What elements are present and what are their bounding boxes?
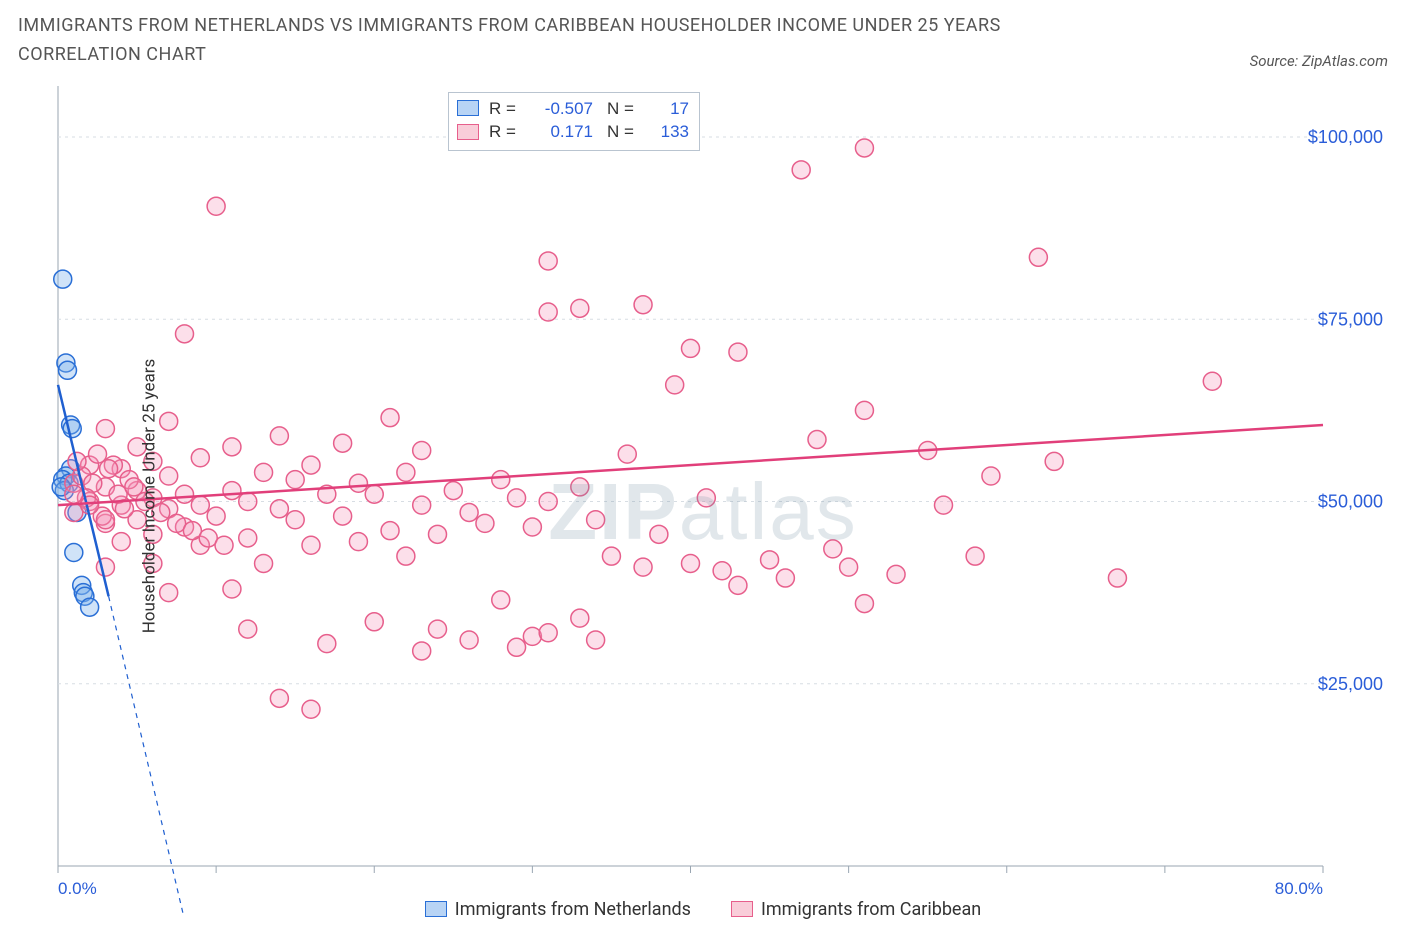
legend-item-caribbean: Immigrants from Caribbean <box>731 899 981 920</box>
svg-text:$75,000: $75,000 <box>1318 309 1383 329</box>
n-value: 17 <box>647 97 689 121</box>
legend-label: Immigrants from Netherlands <box>455 899 691 920</box>
legend-label: Immigrants from Caribbean <box>761 899 981 920</box>
scatter-chart: $25,000 $50,000 $75,000 $100,000 0.0% 80.0% <box>18 76 1388 916</box>
svg-text:$50,000: $50,000 <box>1318 491 1383 511</box>
n-value: 133 <box>647 120 689 144</box>
r-label: R = <box>489 97 521 121</box>
stats-legend-row: R = -0.507 N = 17 <box>457 97 689 121</box>
legend-swatch-icon <box>425 901 447 917</box>
r-value: 0.171 <box>531 120 593 144</box>
legend-swatch-icon <box>457 124 479 140</box>
r-value: -0.507 <box>531 97 593 121</box>
chart-title: IMMIGRANTS FROM NETHERLANDS VS IMMIGRANT… <box>18 12 1118 70</box>
svg-text:$25,000: $25,000 <box>1318 673 1383 693</box>
chart-source: Source: ZipAtlas.com <box>1250 52 1388 70</box>
y-axis-label: Householder Income Under 25 years <box>139 358 159 633</box>
n-label: N = <box>607 120 637 144</box>
legend-swatch-icon <box>457 100 479 116</box>
svg-text:$100,000: $100,000 <box>1308 127 1383 147</box>
stats-legend-row: R = 0.171 N = 133 <box>457 120 689 144</box>
svg-text:0.0%: 0.0% <box>58 879 97 898</box>
legend-swatch-icon <box>731 901 753 917</box>
n-label: N = <box>607 97 637 121</box>
chart-container: Householder Income Under 25 years $25,00… <box>18 76 1388 916</box>
svg-text:80.0%: 80.0% <box>1275 879 1323 898</box>
legend-item-netherlands: Immigrants from Netherlands <box>425 899 691 920</box>
stats-legend: R = -0.507 N = 17 R = 0.171 N = 133 <box>448 92 700 152</box>
series-legend: Immigrants from Netherlands Immigrants f… <box>18 899 1388 920</box>
r-label: R = <box>489 120 521 144</box>
